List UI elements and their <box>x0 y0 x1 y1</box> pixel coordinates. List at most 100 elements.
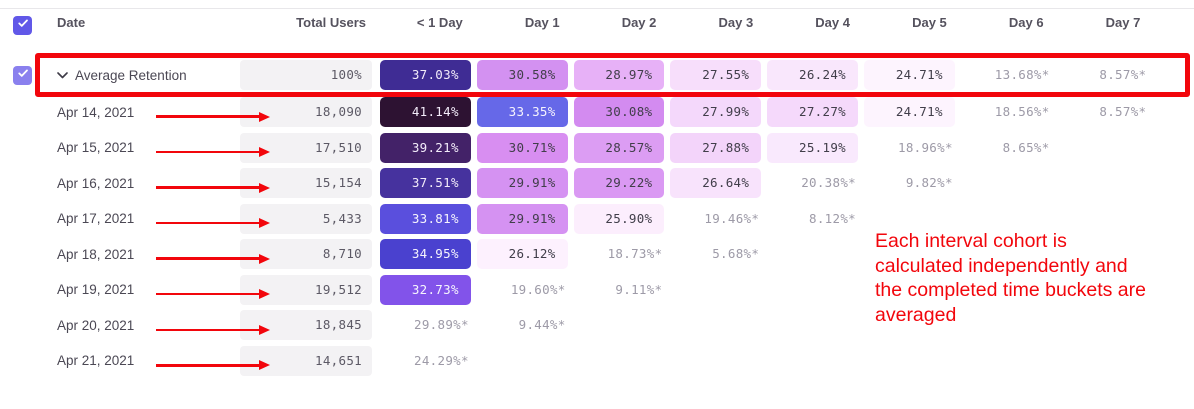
select-all-checkbox[interactable] <box>13 15 32 35</box>
retention-value-cell: 19.46%* <box>664 204 761 234</box>
incomplete-retention-value: 5.68%* <box>712 246 760 262</box>
date-label: Apr 21, 2021 <box>57 353 135 369</box>
retention-value-cell: 8.65%* <box>955 133 1052 163</box>
retention-chip[interactable]: 25.90% <box>573 203 665 234</box>
column-header-day-4: Day 4 <box>815 15 850 30</box>
total-users-cell: 15,154 <box>240 168 372 199</box>
retention-chip[interactable]: 29.22% <box>573 168 665 199</box>
retention-chip[interactable]: 28.57% <box>573 132 665 163</box>
total-users-cell-wrap: 8,710 <box>240 239 374 270</box>
retention-value-cell <box>664 275 761 305</box>
cohort-row: Apr 18, 2021 8,710 34.95% 26.12% 18.73%* 5.68… <box>0 239 1148 270</box>
cohort-date-cell: Apr 19, 2021 <box>44 275 240 305</box>
retention-value-cell: 18.96%* <box>858 133 955 163</box>
retention-value-cell: 33.35% <box>471 97 568 127</box>
retention-value-cell: 8.12%* <box>761 204 858 234</box>
total-users-cell: 100% <box>240 60 372 90</box>
retention-value-cell: 9.11%* <box>568 275 665 305</box>
chevron-down-icon[interactable] <box>57 71 68 79</box>
total-users-cell: 18,090 <box>240 97 372 127</box>
retention-chip[interactable]: 29.91% <box>476 203 568 234</box>
retention-chip[interactable]: 34.95% <box>380 239 471 270</box>
column-header-day-5: Day 5 <box>912 15 947 30</box>
retention-value-cell: 26.24% <box>761 60 858 90</box>
retention-value-cell: 30.71% <box>471 132 568 163</box>
retention-chip[interactable]: 27.27% <box>767 97 858 127</box>
retention-chip[interactable]: 30.58% <box>476 60 568 90</box>
average-retention-row: Average Retention 100% 37.03% 30.58% 28.97% 2… <box>0 60 1148 90</box>
retention-chip[interactable]: 27.55% <box>670 60 762 90</box>
retention-value-cell <box>1052 133 1149 163</box>
column-header-day-2: Day 2 <box>621 15 657 30</box>
retention-value-cell: 33.81% <box>374 203 471 234</box>
retention-value-cell: 41.14% <box>374 97 471 127</box>
total-users-cell: 14,651 <box>240 345 372 376</box>
retention-value-cell: 18.73%* <box>568 239 665 269</box>
retention-chip[interactable]: 29.91% <box>476 168 568 199</box>
retention-value-cell: 34.95% <box>374 239 471 270</box>
column-header-date: Date <box>57 15 86 30</box>
retention-chip[interactable]: 25.19% <box>767 132 858 163</box>
retention-chip[interactable]: 26.24% <box>767 60 858 90</box>
retention-chip[interactable]: 39.21% <box>380 132 471 163</box>
retention-chip[interactable]: 30.08% <box>573 97 665 127</box>
retention-value-cell: 27.99% <box>664 97 762 127</box>
retention-value-cell <box>471 346 568 376</box>
total-users-cell-wrap: 15,154 <box>240 168 374 199</box>
annotation-line: calculated independently and <box>875 254 1128 277</box>
checkmark-icon <box>17 16 29 34</box>
retention-chip[interactable]: 26.12% <box>476 239 568 270</box>
retention-value-cell: 37.51% <box>374 168 471 199</box>
cohort-row: Apr 19, 2021 19,512 32.73% 19.60%* 9.11%* <box>0 274 1148 305</box>
retention-chip[interactable]: 33.81% <box>380 203 471 234</box>
retention-chip[interactable]: 24.71% <box>863 60 955 90</box>
retention-value-cell: 27.27% <box>761 97 858 127</box>
row-checkbox-cell <box>0 133 44 163</box>
retention-chip[interactable]: 27.88% <box>670 132 762 163</box>
annotation-line: the completed time buckets are <box>875 279 1146 302</box>
retention-value-cell <box>568 346 665 376</box>
average-retention-label-cell: Average Retention <box>44 60 240 90</box>
annotation-line: Each interval cohort is <box>875 230 1067 252</box>
date-label: Apr 20, 2021 <box>57 317 135 333</box>
retention-chip[interactable]: 30.71% <box>476 132 568 163</box>
retention-value-cell <box>761 310 858 340</box>
retention-value-cell: 24.71% <box>858 60 955 90</box>
date-label: Apr 17, 2021 <box>57 211 135 227</box>
row-checkbox-cell <box>0 310 44 340</box>
retention-value-cell: 39.21% <box>374 132 471 163</box>
retention-value-cell: 29.91% <box>471 168 568 199</box>
cohort-date-cell: Apr 15, 2021 <box>44 133 240 163</box>
retention-value-cell <box>1052 346 1149 376</box>
retention-chip[interactable]: 37.03% <box>380 60 471 90</box>
row-checkbox-cell <box>0 346 44 376</box>
retention-chip[interactable]: 37.51% <box>380 168 471 199</box>
retention-value-cell: 26.12% <box>471 239 568 270</box>
retention-chip[interactable]: 28.97% <box>573 60 665 90</box>
incomplete-retention-value: 9.11%* <box>615 281 663 297</box>
cohort-date-cell: Apr 16, 2021 <box>44 168 240 198</box>
retention-chip[interactable]: 32.73% <box>380 274 471 305</box>
cohort-date-cell: Apr 20, 2021 <box>44 310 240 340</box>
retention-chip[interactable]: 33.35% <box>476 97 568 127</box>
row-checkbox-cell <box>0 97 44 127</box>
retention-value-cell: 32.73% <box>374 274 471 305</box>
incomplete-retention-value: 18.96%* <box>898 139 953 155</box>
retention-chip[interactable]: 41.14% <box>380 97 471 127</box>
retention-chip[interactable]: 27.99% <box>670 97 762 127</box>
incomplete-retention-value: 19.60%* <box>510 281 566 297</box>
total-users-cell: 19,512 <box>240 274 372 305</box>
total-users-cell-wrap: 14,651 <box>240 345 374 376</box>
retention-value-cell: 24.71% <box>858 97 955 127</box>
retention-value-cell: 18.56%* <box>955 97 1052 127</box>
retention-value-cell: 13.68%* <box>955 60 1052 90</box>
retention-value-cell: 9.44%* <box>471 310 568 340</box>
average-row-checkbox[interactable] <box>13 65 32 85</box>
incomplete-retention-value: 8.57%* <box>1099 67 1147 82</box>
retention-value-cell: 26.64% <box>664 168 762 199</box>
retention-value-cell: 9.82%* <box>858 168 955 198</box>
retention-chip[interactable]: 26.64% <box>670 168 762 199</box>
cohort-row: Apr 16, 2021 15,154 37.51% 29.91% 29.22% 26.6… <box>0 168 1148 199</box>
retention-chip[interactable]: 24.71% <box>863 97 955 127</box>
annotation-line: averaged <box>875 303 957 326</box>
